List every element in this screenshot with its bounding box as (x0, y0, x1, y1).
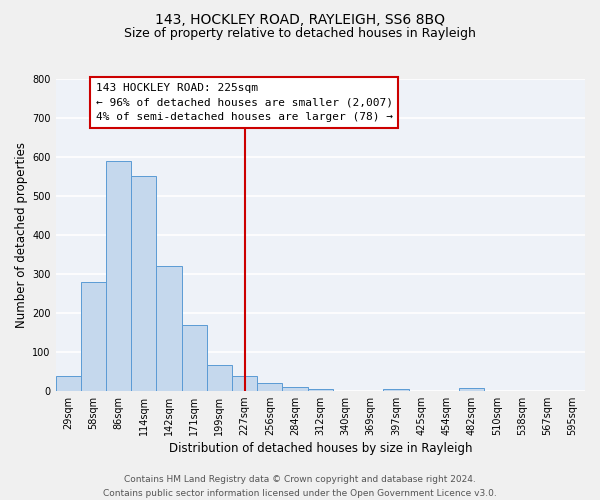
Text: 143 HOCKLEY ROAD: 225sqm
← 96% of detached houses are smaller (2,007)
4% of semi: 143 HOCKLEY ROAD: 225sqm ← 96% of detach… (96, 83, 393, 122)
Bar (157, 266, 182, 390)
Bar (459, 388, 484, 390)
Bar (81, 282, 106, 391)
X-axis label: Distribution of detached houses by size in Rayleigh: Distribution of detached houses by size … (169, 442, 472, 455)
Bar (308, 388, 333, 390)
Text: 143, HOCKLEY ROAD, RAYLEIGH, SS6 8BQ: 143, HOCKLEY ROAD, RAYLEIGH, SS6 8BQ (155, 12, 445, 26)
Bar (131, 176, 157, 390)
Bar (232, 376, 257, 390)
Bar (207, 366, 232, 390)
Bar (56, 376, 81, 390)
Text: Size of property relative to detached houses in Rayleigh: Size of property relative to detached ho… (124, 28, 476, 40)
Bar (283, 387, 308, 390)
Y-axis label: Number of detached properties: Number of detached properties (15, 142, 28, 328)
Bar (257, 383, 283, 390)
Text: Contains HM Land Registry data © Crown copyright and database right 2024.
Contai: Contains HM Land Registry data © Crown c… (103, 476, 497, 498)
Bar (182, 325, 207, 390)
Bar (383, 388, 409, 390)
Bar (106, 161, 131, 390)
